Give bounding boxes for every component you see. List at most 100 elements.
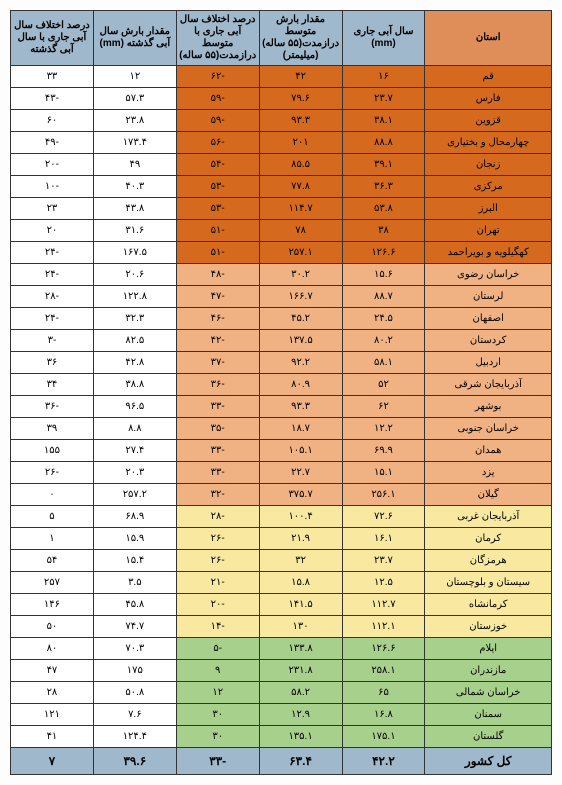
cell-value: ۷۷.۸ bbox=[259, 176, 342, 198]
cell-value: ۵۰.۸ bbox=[93, 682, 176, 704]
cell-value: ۱۴۱.۵ bbox=[259, 594, 342, 616]
cell-value: -۵۶ bbox=[176, 132, 259, 154]
cell-value: -۲۰ bbox=[11, 154, 94, 176]
cell-province: لرستان bbox=[425, 286, 552, 308]
cell-value: ۴۰.۳ bbox=[93, 176, 176, 198]
cell-value: ۵۲ bbox=[342, 374, 425, 396]
cell-value: ۴۵.۲ bbox=[259, 308, 342, 330]
cell-value: ۱۳۵.۱ bbox=[259, 726, 342, 748]
cell-province: بوشهر bbox=[425, 396, 552, 418]
cell-value: -۳۶ bbox=[176, 374, 259, 396]
cell-value: ۱۷۵.۱ bbox=[342, 726, 425, 748]
cell-province: اردبیل bbox=[425, 352, 552, 374]
table-row: کردستان۸۰.۲۱۳۷.۵-۴۲۸۲.۵-۳ bbox=[11, 330, 552, 352]
header-diff-avg: درصد اختلاف سال آبی جاری با متوسط درازمد… bbox=[176, 11, 259, 66]
header-avg55: مقدار بارش متوسط درازمدت(۵۵ ساله) (میلیم… bbox=[259, 11, 342, 66]
table-row: همدان۶۹.۹۱۰۵.۱-۳۳۲۷.۴۱۵۵ bbox=[11, 440, 552, 462]
cell-value: ۹ bbox=[176, 660, 259, 682]
cell-value: ۱۲۴.۴ bbox=[93, 726, 176, 748]
cell-value: ۱۶۶.۷ bbox=[259, 286, 342, 308]
cell-province: یزد bbox=[425, 462, 552, 484]
cell-province: کردستان bbox=[425, 330, 552, 352]
table-row: البرز۵۳.۸۱۱۴.۷-۵۳۴۳.۸۲۳ bbox=[11, 198, 552, 220]
cell-value: ۶۲ bbox=[342, 396, 425, 418]
cell-value: ۵ bbox=[11, 506, 94, 528]
cell-province: اصفهان bbox=[425, 308, 552, 330]
cell-value: -۳۵ bbox=[176, 418, 259, 440]
cell-value: ۸۵.۵ bbox=[259, 154, 342, 176]
footer-label: کل کشور bbox=[425, 748, 552, 775]
cell-value: ۱ bbox=[11, 528, 94, 550]
cell-value: ۳۹ bbox=[11, 418, 94, 440]
table-row: خوزستان۱۱۲.۱۱۳۰-۱۴۷۴.۷۵۰ bbox=[11, 616, 552, 638]
cell-value: ۱۵.۱ bbox=[342, 462, 425, 484]
table-row: مازندران۲۵۸.۱۲۳۱.۸۹۱۷۵۴۷ bbox=[11, 660, 552, 682]
cell-value: ۳۸.۸ bbox=[93, 374, 176, 396]
cell-province: البرز bbox=[425, 198, 552, 220]
cell-value: ۱۶ bbox=[342, 66, 425, 88]
table-row: چهارمحال و بختیاری۸۸.۸۲۰۱-۵۶۱۷۳.۴-۴۹ bbox=[11, 132, 552, 154]
cell-value: ۲۲.۷ bbox=[259, 462, 342, 484]
cell-value: -۴۳ bbox=[11, 88, 94, 110]
cell-value: ۸.۸ bbox=[93, 418, 176, 440]
cell-province: کهگیلویه و بویراحمد bbox=[425, 242, 552, 264]
cell-value: ۶۸.۹ bbox=[93, 506, 176, 528]
cell-value: -۶۲ bbox=[176, 66, 259, 88]
cell-value: -۵۱ bbox=[176, 220, 259, 242]
cell-province: سمنان bbox=[425, 704, 552, 726]
table-row: تهران۳۸۷۸-۵۱۳۱.۶۲۰ bbox=[11, 220, 552, 242]
cell-province: کرمان bbox=[425, 528, 552, 550]
header-diff-ly: درصد اختلاف سال آبی جاری با سال آبی گذشت… bbox=[11, 11, 94, 66]
cell-value: ۱۶.۱ bbox=[342, 528, 425, 550]
table-row: گیلان۲۵۶.۱۳۷۵.۷-۳۲۲۵۷.۲۰ bbox=[11, 484, 552, 506]
cell-value: ۹۶.۵ bbox=[93, 396, 176, 418]
table-row: هرمزگان۲۳.۷۳۲-۲۶۱۵.۴۵۴ bbox=[11, 550, 552, 572]
cell-value: ۳۰ bbox=[176, 704, 259, 726]
cell-value: -۱۴ bbox=[176, 616, 259, 638]
table-row: گلستان۱۷۵.۱۱۳۵.۱۳۰۱۲۴.۴۴۱ bbox=[11, 726, 552, 748]
cell-value: ۳۲ bbox=[259, 550, 342, 572]
cell-value: ۲۳۱.۸ bbox=[259, 660, 342, 682]
cell-value: ۲۵۷.۱ bbox=[259, 242, 342, 264]
cell-value: -۲۰ bbox=[176, 594, 259, 616]
cell-value: ۴۱ bbox=[11, 726, 94, 748]
cell-value: ۱۳۳.۸ bbox=[259, 638, 342, 660]
cell-value: ۳۴ bbox=[11, 374, 94, 396]
cell-value: ۷۰.۳ bbox=[93, 638, 176, 660]
cell-value: ۴۳.۸ bbox=[93, 198, 176, 220]
cell-value: -۴۶ bbox=[176, 308, 259, 330]
table-row: زنجان۳۹.۱۸۵.۵-۵۴۴۹-۲۰ bbox=[11, 154, 552, 176]
cell-value: ۸۸.۸ bbox=[342, 132, 425, 154]
cell-value: ۴۲.۸ bbox=[93, 352, 176, 374]
table-row: یزد۱۵.۱۲۲.۷-۳۳۲۰.۳-۲۶ bbox=[11, 462, 552, 484]
cell-value: -۴۸ bbox=[176, 264, 259, 286]
cell-province: خراسان شمالی bbox=[425, 682, 552, 704]
cell-value: -۳ bbox=[11, 330, 94, 352]
cell-value: ۳۰.۲ bbox=[259, 264, 342, 286]
cell-value: ۵۳.۸ bbox=[342, 198, 425, 220]
cell-value: ۲۰.۶ bbox=[93, 264, 176, 286]
cell-value: ۱۵.۸ bbox=[259, 572, 342, 594]
table-row: کرمانشاه۱۱۲.۷۱۴۱.۵-۲۰۴۵.۸۱۴۶ bbox=[11, 594, 552, 616]
cell-value: ۵۴ bbox=[11, 550, 94, 572]
cell-value: ۱۲ bbox=[176, 682, 259, 704]
cell-value: ۷۲.۶ bbox=[342, 506, 425, 528]
cell-value: ۹۲.۲ bbox=[259, 352, 342, 374]
cell-value: ۹۳.۳ bbox=[259, 110, 342, 132]
cell-province: خراسان جنوبی bbox=[425, 418, 552, 440]
cell-value: ۵۸.۱ bbox=[342, 352, 425, 374]
cell-value: ۲۳ bbox=[11, 198, 94, 220]
table-row: کهگیلویه و بویراحمد۱۲۶.۶۲۵۷.۱-۵۱۱۶۷.۵-۲۴ bbox=[11, 242, 552, 264]
table-row: سیستان و بلوچستان۱۲.۵۱۵.۸-۲۱۳.۵۲۵۷ bbox=[11, 572, 552, 594]
cell-value: ۳۹.۱ bbox=[342, 154, 425, 176]
cell-value: -۵۹ bbox=[176, 110, 259, 132]
cell-value: ۰ bbox=[11, 484, 94, 506]
cell-value: ۱۲.۲ bbox=[342, 418, 425, 440]
table-row: خراسان جنوبی۱۲.۲۱۸.۷-۳۵۸.۸۳۹ bbox=[11, 418, 552, 440]
cell-province: مازندران bbox=[425, 660, 552, 682]
cell-province: آذربایجان غربی bbox=[425, 506, 552, 528]
cell-value: -۲۱ bbox=[176, 572, 259, 594]
cell-value: ۶۰ bbox=[11, 110, 94, 132]
cell-value: ۷.۶ bbox=[93, 704, 176, 726]
cell-value: ۹۳.۳ bbox=[259, 396, 342, 418]
